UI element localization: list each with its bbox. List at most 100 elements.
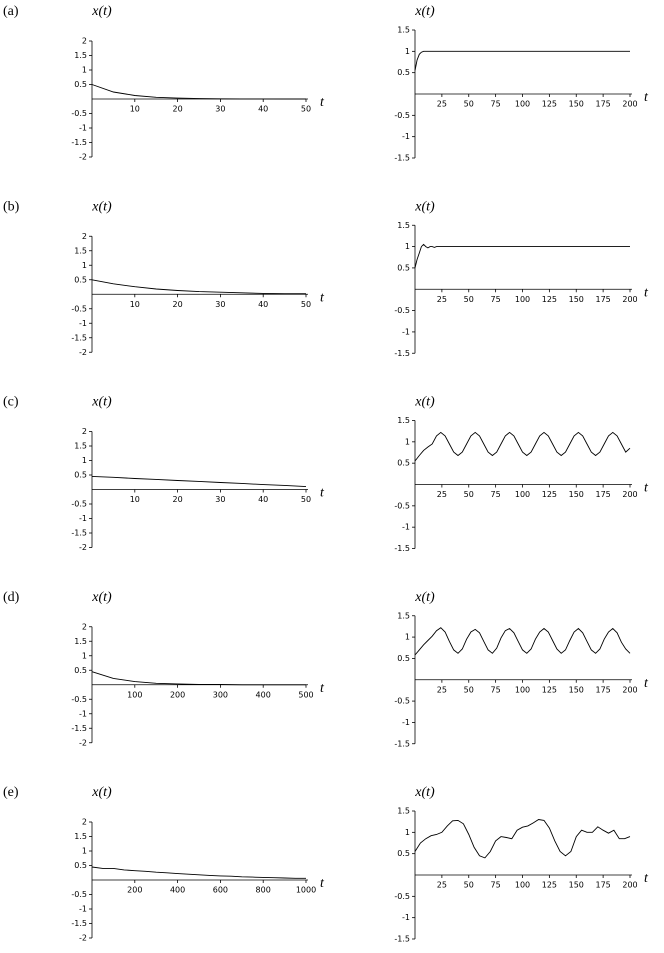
y-tick-label: -2	[79, 348, 87, 357]
y-tick-label: 2	[82, 37, 87, 46]
x-tick-label: 30	[215, 105, 225, 114]
x-tick-label: 10	[130, 300, 140, 309]
data-line	[91, 84, 306, 100]
y-tick-label: 1	[82, 651, 87, 660]
x-tick-label: 40	[258, 495, 268, 504]
data-line	[414, 627, 631, 656]
x-axis-label: t	[320, 876, 325, 891]
panel-label: (b)	[3, 199, 20, 214]
y-tick-label: 0.5	[397, 263, 410, 272]
x-tick-label: 100	[515, 100, 530, 109]
panel-label: (c)	[3, 395, 19, 410]
x-tick-label: 125	[542, 295, 557, 304]
y-tick-label: 2	[82, 622, 87, 631]
y-tick-label: 1	[405, 437, 410, 446]
y-tick-label: -1	[79, 124, 87, 133]
y-tick-label: 1.5	[74, 442, 87, 451]
y-tick-label: -1.5	[394, 154, 410, 163]
y-tick-label: -2	[79, 934, 87, 943]
y-tick-label: -0.5	[71, 500, 87, 509]
y-tick-label: -0.5	[394, 892, 410, 901]
x-axis-label: t	[644, 90, 649, 105]
y-tick-label: -1	[79, 319, 87, 328]
y-tick-label: 2	[82, 427, 87, 436]
x-tick-label: 100	[515, 881, 530, 890]
y-axis-label: x(t)	[414, 590, 435, 605]
x-tick-label: 75	[491, 295, 501, 304]
y-tick-label: 0.5	[397, 654, 410, 663]
x-tick-label: 800	[256, 886, 271, 895]
x-tick-label: 200	[622, 881, 637, 890]
x-axis-label: t	[644, 871, 649, 886]
x-tick-label: 50	[464, 490, 474, 499]
data-line	[91, 475, 307, 488]
y-tick-label: 1	[82, 847, 87, 856]
x-tick-label: 500	[298, 690, 313, 699]
data-line	[91, 866, 306, 879]
x-tick-label: 75	[491, 490, 501, 499]
y-tick-label: -1	[402, 718, 410, 727]
x-tick-label: 20	[173, 300, 183, 309]
y-tick-label: -2	[79, 153, 87, 162]
x-tick-label: 40	[258, 300, 268, 309]
y-tick-label: -0.5	[394, 697, 410, 706]
x-tick-label: 150	[569, 100, 584, 109]
y-tick-label: -0.5	[71, 695, 87, 704]
y-tick-label: 1.5	[397, 221, 410, 230]
x-tick-label: 125	[542, 685, 557, 694]
x-tick-label: 50	[301, 105, 311, 114]
y-tick-label: 0.5	[74, 666, 87, 675]
y-tick-label: 0.5	[397, 68, 410, 77]
y-axis-label: x(t)	[91, 4, 112, 19]
x-tick-label: 25	[437, 490, 447, 499]
x-tick-label: 25	[437, 685, 447, 694]
y-tick-label: -0.5	[394, 306, 410, 315]
x-tick-label: 200	[622, 100, 637, 109]
x-tick-label: 10	[130, 105, 140, 114]
y-tick-label: 1.5	[397, 416, 410, 425]
x-axis-label: t	[320, 290, 325, 305]
y-axis-label: x(t)	[91, 785, 112, 800]
y-tick-label: -1.5	[71, 724, 87, 733]
x-tick-label: 200	[622, 685, 637, 694]
x-tick-label: 175	[595, 295, 610, 304]
y-tick-label: -1.5	[71, 529, 87, 538]
x-tick-label: 125	[542, 100, 557, 109]
x-tick-label: 75	[491, 100, 501, 109]
x-axis-label: t	[644, 481, 649, 496]
y-tick-label: -1.5	[394, 739, 410, 748]
y-tick-label: 0.5	[74, 80, 87, 89]
y-tick-label: -1	[402, 913, 410, 922]
panel-label: (e)	[3, 785, 19, 800]
x-tick-label: 50	[301, 495, 311, 504]
y-tick-label: 1	[82, 66, 87, 75]
y-tick-label: 1.5	[397, 611, 410, 620]
x-axis-label: t	[644, 676, 649, 691]
data-line	[414, 50, 630, 71]
x-tick-label: 200	[622, 490, 637, 499]
y-tick-label: -1.5	[71, 919, 87, 928]
y-tick-label: -1	[79, 709, 87, 718]
y-tick-label: -1.5	[394, 935, 410, 944]
x-tick-label: 50	[464, 295, 474, 304]
x-tick-label: 100	[515, 685, 530, 694]
y-tick-label: 1.5	[74, 51, 87, 60]
y-tick-label: 1.5	[397, 26, 410, 35]
y-tick-label: 1.5	[74, 246, 87, 255]
x-tick-label: 75	[491, 881, 501, 890]
y-tick-label: 1	[82, 456, 87, 465]
data-line	[414, 243, 630, 269]
y-tick-label: 0.5	[397, 459, 410, 468]
x-tick-label: 1000	[296, 886, 316, 895]
panel-label: (a)	[3, 4, 19, 19]
x-tick-label: 30	[215, 495, 225, 504]
x-tick-label: 150	[569, 685, 584, 694]
x-tick-label: 75	[491, 685, 501, 694]
x-tick-label: 200	[622, 295, 637, 304]
x-tick-label: 30	[215, 300, 225, 309]
x-axis-label: t	[644, 285, 649, 300]
x-tick-label: 100	[515, 490, 530, 499]
x-tick-label: 600	[213, 886, 228, 895]
